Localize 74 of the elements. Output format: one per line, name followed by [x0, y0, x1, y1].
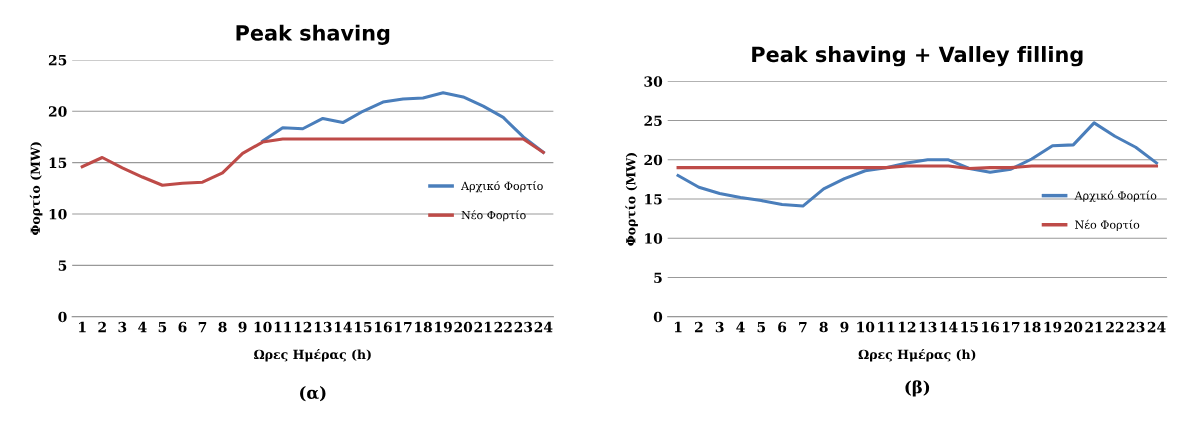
x-tick-label: 13 [314, 321, 332, 333]
x-tick-label: 8 [819, 321, 828, 333]
y-tick-label: 15 [49, 157, 67, 169]
y-tick-label: 20 [644, 154, 663, 166]
x-tick-label: 18 [1023, 321, 1041, 333]
x-tick-label: 20 [454, 321, 473, 333]
x-tick-label: 12 [898, 321, 916, 333]
line-series [676, 121, 1159, 208]
x-tick-label: 3 [715, 321, 724, 333]
x-tick-label: 13 [919, 321, 937, 333]
x-tick-label: 24 [534, 321, 553, 333]
text: (β) [905, 380, 930, 397]
x-tick-label: 5 [757, 322, 766, 333]
x-tick-label: 21 [474, 321, 492, 333]
x-tick-label: 17 [1002, 321, 1020, 333]
x-tick-label: 23 [1126, 321, 1145, 333]
x-axis-title: Ωρες Ημέρας (h) [254, 348, 371, 362]
chart-title: Peak shaving + Valley filling [752, 46, 1083, 67]
x-tick-label: 19 [435, 321, 452, 333]
text: (α) [300, 386, 326, 402]
x-tick-label: 4 [138, 321, 147, 333]
y-tick-label: 10 [645, 233, 663, 244]
y-tick-label: 10 [49, 208, 67, 220]
y-tick-label: 25 [48, 54, 67, 66]
x-tick-label: 8 [218, 321, 227, 333]
x-tick-label: 17 [395, 321, 412, 333]
x-tick-label: 1 [674, 321, 682, 333]
y-axis-title: Φορτίο (MW) [29, 142, 43, 235]
y-tick-label: 0 [653, 311, 663, 323]
x-tick-label: 16 [982, 321, 1000, 333]
x-tick-label: 6 [178, 321, 187, 333]
x-tick-label: 10 [857, 321, 875, 333]
x-tick-label: 7 [799, 322, 807, 333]
x-tick-label: 15 [961, 321, 978, 333]
x-tick-label: 22 [494, 321, 512, 333]
x-tick-label: 9 [840, 321, 849, 333]
x-tick-label: 22 [1106, 321, 1124, 333]
x-tick-label: 1 [79, 321, 86, 333]
legend-label: Αρχικό Φορτίο [460, 180, 543, 193]
y-tick-label: 25 [644, 115, 662, 127]
x-tick-label: 23 [514, 321, 533, 333]
x-tick-label: 9 [238, 321, 247, 333]
x-tick-label: 3 [118, 321, 127, 333]
y-tick-label: 0 [58, 311, 67, 323]
x-tick-label: 4 [736, 321, 745, 333]
x-tick-label: 6 [778, 321, 787, 333]
y-tick-label: 5 [58, 260, 67, 271]
x-tick-label: 10 [254, 321, 272, 333]
x-tick-label: 19 [1044, 321, 1062, 333]
x-tick-label: 14 [334, 321, 352, 333]
x-axis-title: Ωρες Ημέρας (h) [858, 348, 976, 362]
x-tick-label: 2 [98, 321, 106, 333]
chart-title: Peak shaving [236, 24, 390, 45]
x-tick-label: 14 [940, 321, 958, 333]
x-tick-label: 5 [158, 322, 167, 333]
legend-label: Νέο Φορτίο [461, 210, 526, 222]
y-tick-label: 15 [645, 193, 662, 205]
x-tick-label: 2 [694, 321, 703, 333]
x-tick-label: 18 [415, 321, 432, 333]
x-tick-label: 12 [294, 321, 312, 333]
x-tick-label: 15 [354, 321, 372, 333]
x-tick-label: 24 [1147, 321, 1166, 333]
legend-label: Αρχικό Φορτίο [1074, 190, 1157, 202]
x-tick-label: 11 [878, 321, 895, 333]
y-tick-label: 30 [644, 76, 663, 87]
y-axis-title: Φορτίο (MW) [625, 153, 638, 246]
x-tick-label: 11 [274, 321, 291, 333]
legend-label: Νέο Φορτίο [1075, 219, 1140, 231]
x-tick-label: 21 [1085, 321, 1103, 333]
x-tick-label: 16 [374, 321, 392, 333]
y-tick-label: 5 [654, 272, 662, 283]
x-tick-label: 7 [198, 322, 207, 333]
x-tick-label: 20 [1064, 321, 1083, 333]
y-tick-label: 20 [48, 106, 67, 117]
